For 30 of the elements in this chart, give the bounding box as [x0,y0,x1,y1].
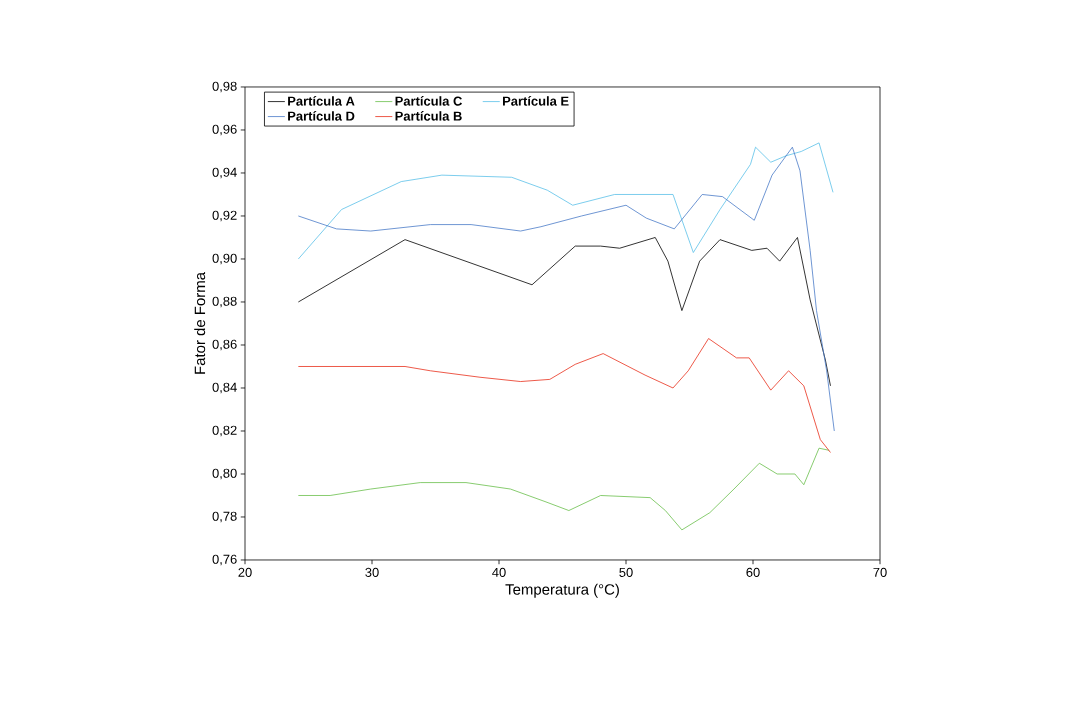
x-tick-label: 40 [492,567,506,577]
line-series [297,237,831,387]
x-tick-label: 50 [619,567,633,577]
line-series [297,447,830,531]
y-tick-label: 0,84 [212,382,237,394]
legend-label: Partícula A [288,96,355,106]
y-tick-label: 0,80 [212,468,237,480]
legend-label: Partícula C [395,96,462,106]
y-tick-label: 0,90 [212,253,237,265]
line-series [297,338,831,453]
y-tick-label: 0,94 [212,167,237,179]
y-tick-label: 0,88 [212,296,237,308]
legend-label: Partícula B [395,111,462,121]
y-tick-label: 0,96 [212,124,237,136]
x-tick-label: 30 [365,567,379,577]
x-axis-title: Temperatura (°C) [505,583,619,598]
y-tick-label: 0,98 [212,81,237,93]
y-axis-title: Fator de Forma [194,272,206,374]
y-tick-label: 0,82 [212,425,237,437]
legend-label: Partícula E [503,96,569,106]
y-tick-label: 0,92 [212,210,237,222]
line-series [297,142,834,260]
x-tick-label: 70 [873,567,887,577]
y-tick-label: 0,86 [212,339,237,351]
x-tick-label: 60 [746,567,760,577]
y-tick-label: 0,78 [212,511,237,523]
legend-label: Partícula D [288,111,355,121]
line-series [297,146,835,432]
x-tick-label: 20 [238,567,252,577]
y-tick-label: 0,76 [212,554,237,566]
